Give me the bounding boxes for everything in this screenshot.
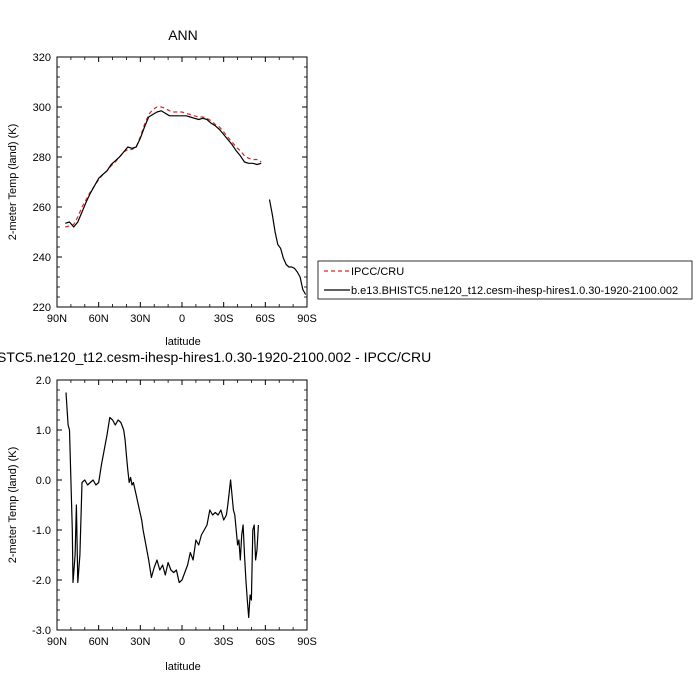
top-y-tick-label: 280 <box>33 152 51 164</box>
bottom-y-tick-label: -1.0 <box>32 525 51 537</box>
top-series-line-1 <box>268 199 307 295</box>
top-x-tick-label: 0 <box>179 313 185 325</box>
top-y-tick-label: 260 <box>33 202 51 214</box>
top-panel: ANN latitude 2-meter Temp (land) (K) 90N… <box>7 27 317 348</box>
bottom-x-tick-label: 30N <box>130 636 150 648</box>
bottom-x-tick-label: 90N <box>47 636 67 648</box>
bottom-x-tick-label: 0 <box>179 636 185 648</box>
bottom-y-tick-label: 2.0 <box>36 375 51 387</box>
top-plot-frame <box>56 56 308 308</box>
top-x-tick-label: 60N <box>89 313 109 325</box>
bottom-x-tick-label: 30S <box>214 636 234 648</box>
top-x-axis-label: latitude <box>165 336 200 348</box>
bottom-x-tick-label: 60S <box>256 636 276 648</box>
top-x-tick-label: 90N <box>47 313 67 325</box>
top-chart-title: ANN <box>168 27 198 43</box>
top-y-tick-label: 320 <box>33 52 51 64</box>
top-y-tick-label: 300 <box>33 102 51 114</box>
legend-label-model: b.e13.BHISTC5.ne120_t12.cesm-ihesp-hires… <box>351 285 678 297</box>
bottom-plot-frame <box>56 379 308 631</box>
legend: IPCC/CRU b.e13.BHISTC5.ne120_t12.cesm-ih… <box>317 260 693 300</box>
bottom-chart-title: b.e13.BHISTC5.ne120_t12.cesm-ihesp-hires… <box>0 349 431 365</box>
bottom-x-axis-label: latitude <box>165 661 200 673</box>
top-x-tick-label: 90S <box>297 313 317 325</box>
bottom-x-tick-label: 60N <box>89 636 109 648</box>
top-x-tick-label: 60S <box>256 313 276 325</box>
legend-label-ipcc-cru: IPCC/CRU <box>351 266 404 278</box>
bottom-y-tick-label: -3.0 <box>32 625 51 637</box>
bottom-x-tick-label: 90S <box>297 636 317 648</box>
bottom-panel: b.e13.BHISTC5.ne120_t12.cesm-ihesp-hires… <box>0 349 431 673</box>
top-x-tick-label: 30N <box>130 313 150 325</box>
top-x-tick-label: 30S <box>214 313 234 325</box>
bottom-y-tick-label: -2.0 <box>32 575 51 587</box>
bottom-y-axis-label: 2-meter Temp (land) (K) <box>7 447 19 564</box>
top-y-axis-label: 2-meter Temp (land) (K) <box>7 124 19 241</box>
top-series-line-0 <box>65 106 262 228</box>
top-series-line-1 <box>65 110 262 228</box>
top-y-tick-label: 240 <box>33 252 51 264</box>
bottom-y-tick-label: 1.0 <box>36 425 51 437</box>
legend-box <box>317 260 693 300</box>
bottom-y-tick-label: 0.0 <box>36 475 51 487</box>
top-y-tick-label: 220 <box>33 302 51 314</box>
bottom-series-line-0 <box>65 392 259 619</box>
